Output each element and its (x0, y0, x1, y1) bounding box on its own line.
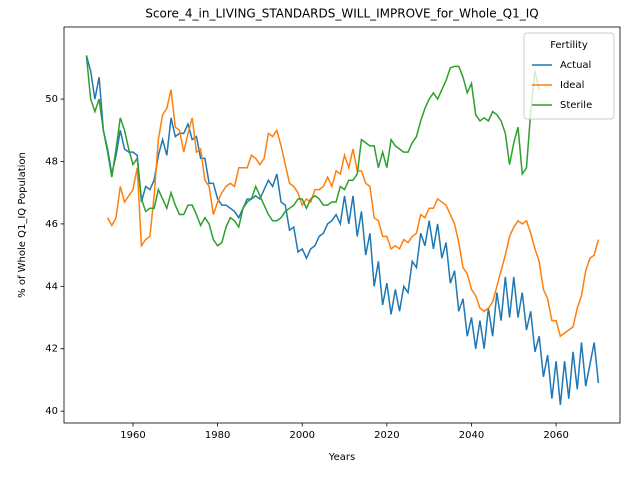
y-tick-label: 42 (45, 344, 58, 355)
legend-box (523, 32, 615, 120)
series-line (85, 55, 540, 247)
legend-label: Ideal (560, 80, 584, 91)
x-tick-label: 2040 (459, 430, 484, 441)
x-tick-label: 1960 (120, 430, 145, 441)
legend-label: Sterile (560, 100, 592, 111)
x-tick-label: 2000 (289, 430, 314, 441)
series-line (106, 89, 600, 338)
y-axis-label: % of Whole Q1_IQ Population (17, 152, 28, 298)
legend: Fertility Actual Ideal Sterile (523, 32, 615, 120)
chart-title: Score_4_in_LIVING_STANDARDS_WILL_IMPROVE… (145, 7, 538, 21)
legend-label: Actual (560, 60, 591, 71)
x-tick-label: 1980 (205, 430, 230, 441)
x-tick-label: 2060 (543, 430, 568, 441)
y-tick-label: 50 (45, 94, 58, 105)
axes-frame (63, 26, 621, 424)
y-tick-label: 44 (45, 281, 58, 292)
series-line (85, 55, 600, 405)
x-tick-label: 2020 (374, 430, 399, 441)
legend-title: Fertility (550, 40, 588, 51)
y-tick-label: 46 (45, 219, 58, 230)
y-tick-label: 40 (45, 406, 58, 417)
plot-area (85, 55, 600, 405)
y-tick-label: 48 (45, 156, 58, 167)
x-axis-label: Years (328, 452, 355, 463)
